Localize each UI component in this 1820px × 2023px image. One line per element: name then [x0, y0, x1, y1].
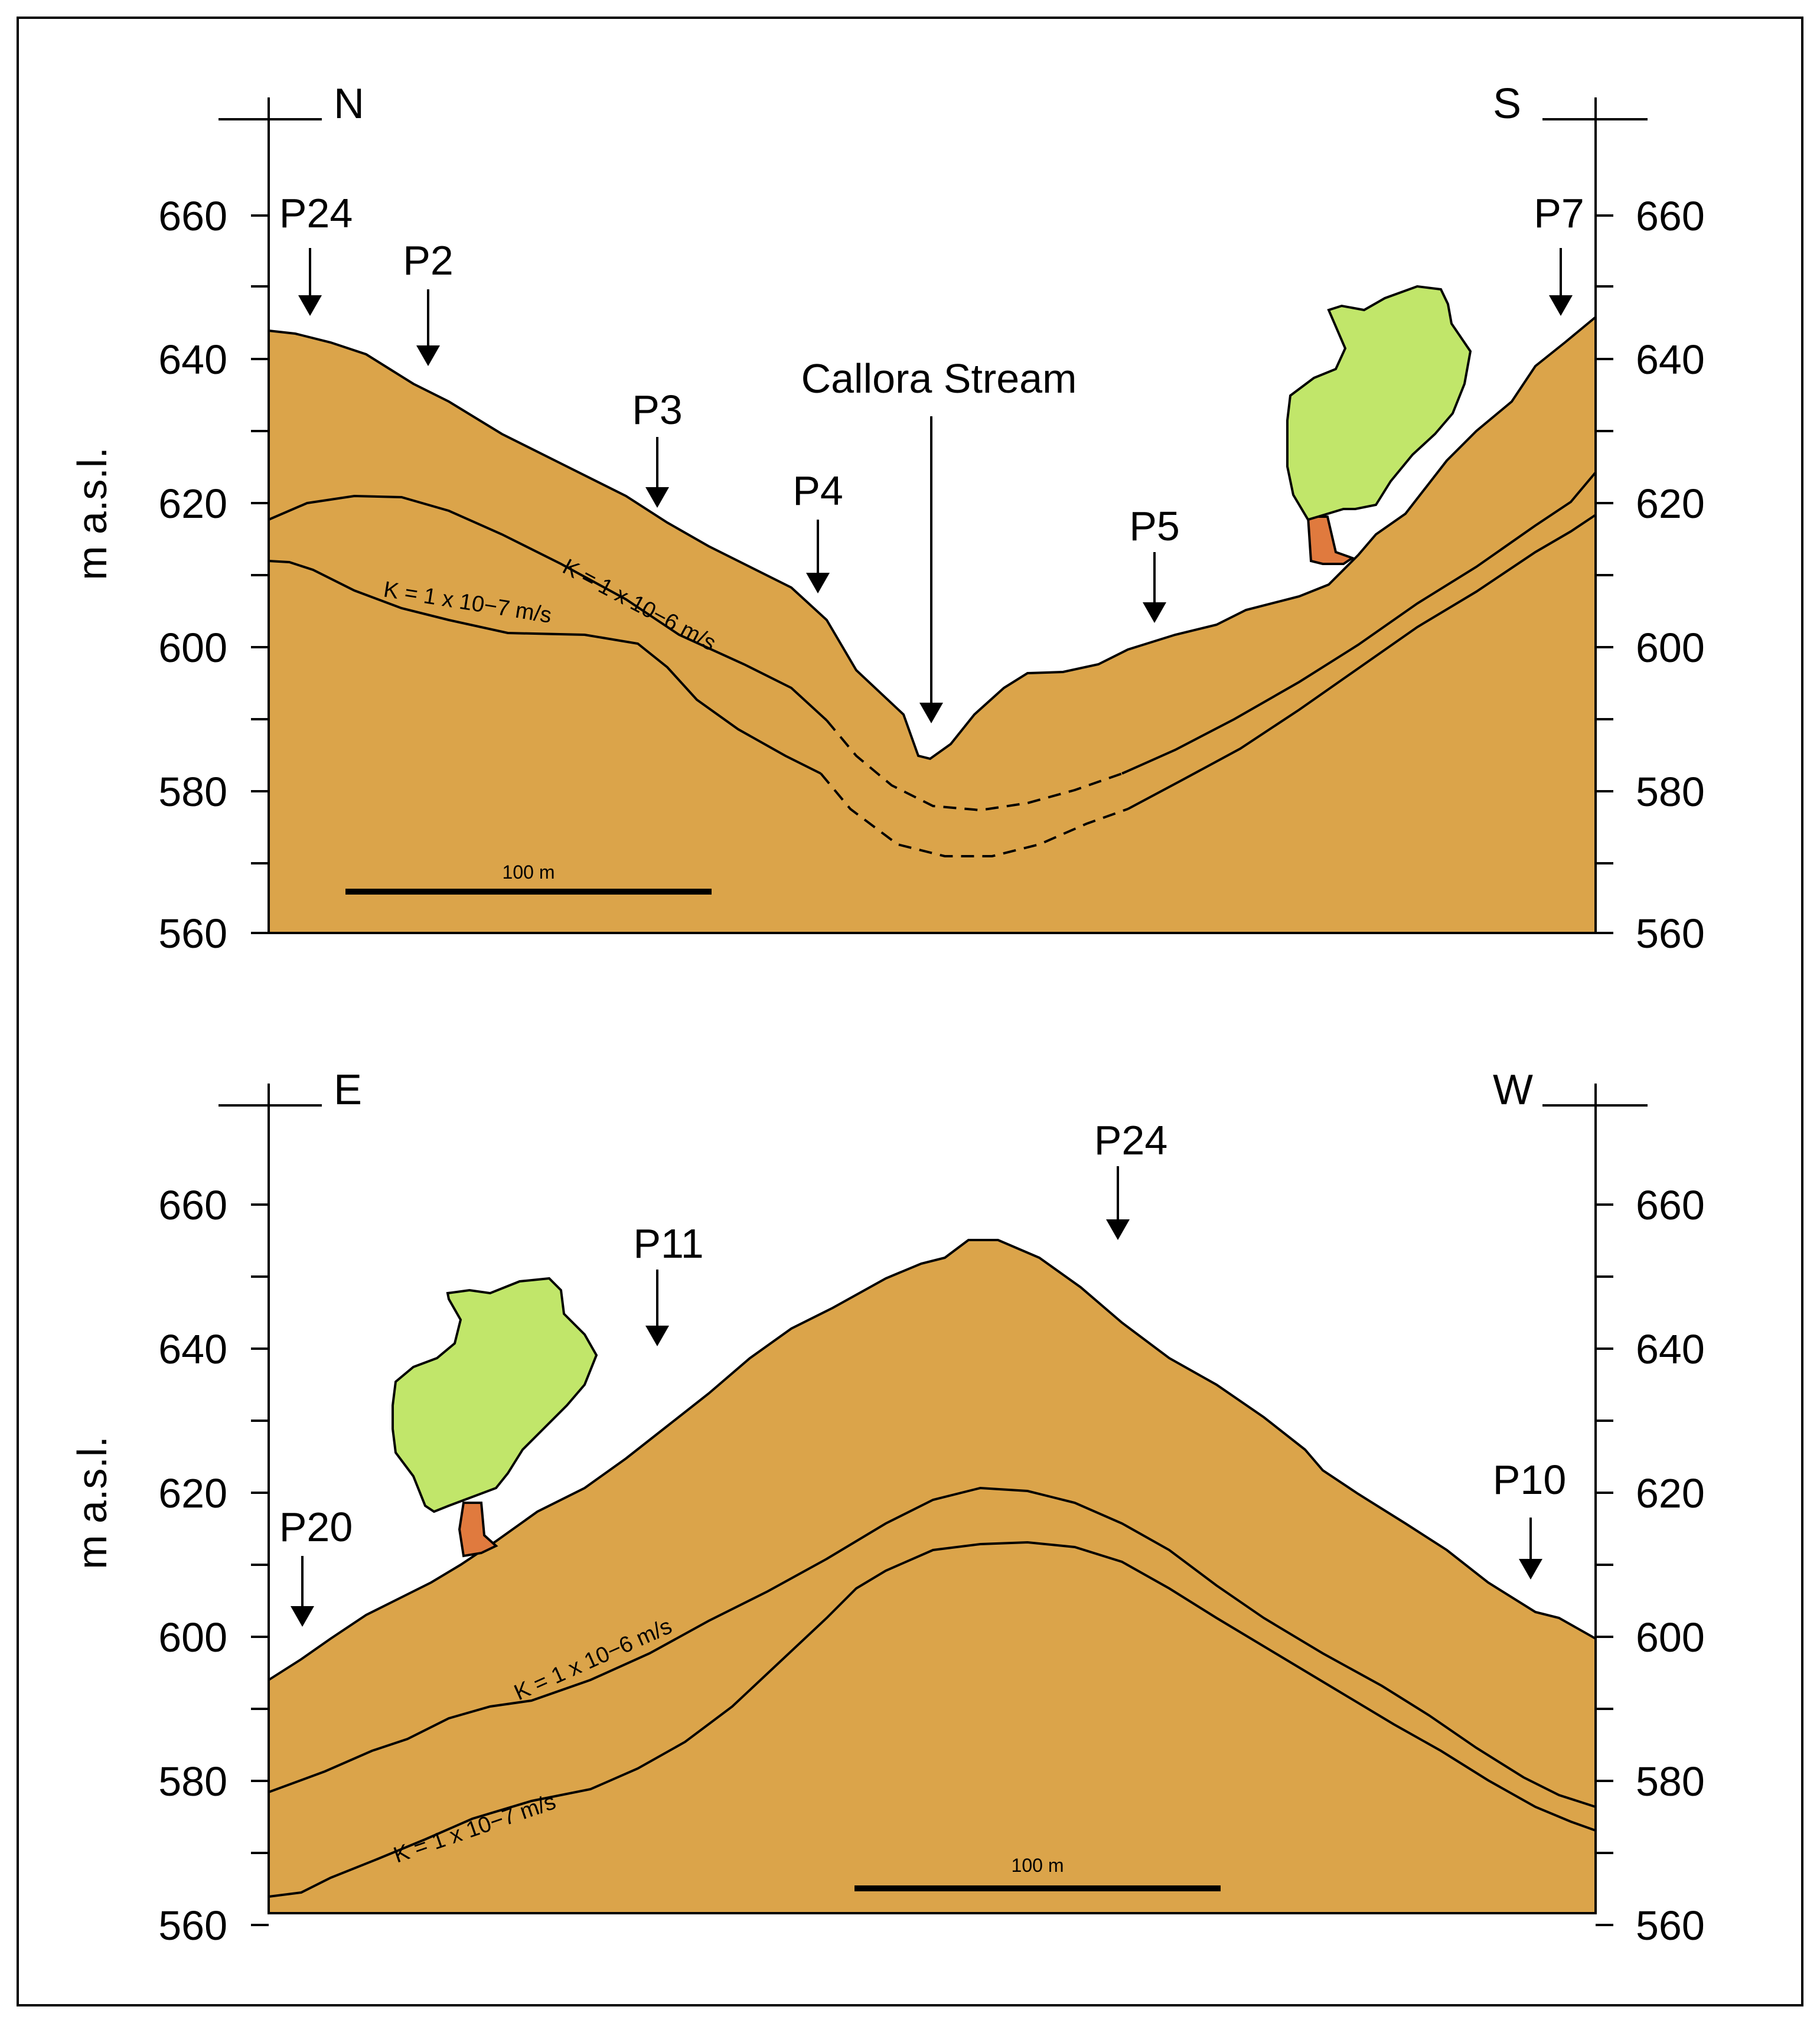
- down-arrow-icon: [806, 573, 830, 593]
- y-axis-title: m a.s.l.: [69, 1436, 115, 1570]
- tree-trunk: [1306, 515, 1355, 565]
- tick-label: 640: [158, 337, 227, 383]
- bottom-well-p10: P10: [1493, 1457, 1567, 1580]
- top-right-axis: 660 640 620 600 580 560: [1542, 97, 1705, 957]
- top-k6-line-right: [1121, 471, 1597, 775]
- tree-icon: [1286, 285, 1472, 565]
- well-label: P24: [1094, 1117, 1168, 1163]
- down-arrow-icon: [298, 295, 322, 316]
- tick-label: 580: [1636, 1758, 1705, 1805]
- tick-label: 620: [1636, 481, 1705, 527]
- top-left-axis: 660 640 620 600 580 560 m a.s.l.: [69, 97, 322, 957]
- bottom-k7-line: [268, 1541, 1596, 1898]
- stream-marker: Callora Stream: [801, 355, 1077, 723]
- top-well-p4: P4: [792, 468, 843, 593]
- down-arrow-icon: [645, 1326, 669, 1346]
- tick-label: 560: [1636, 1903, 1705, 1949]
- tick-label: 600: [1636, 625, 1705, 671]
- tick-label: 660: [1636, 193, 1705, 239]
- well-label: P24: [279, 190, 353, 236]
- scale-label: 100 m: [503, 862, 555, 883]
- tick-label: 580: [158, 769, 227, 815]
- tick-label: 640: [158, 1326, 227, 1372]
- bottom-k6-line: [268, 1486, 1596, 1808]
- tick-label: 660: [1636, 1182, 1705, 1228]
- well-label: P4: [792, 468, 843, 514]
- tick-label: 640: [1636, 337, 1705, 383]
- top-scale-bar: 100 m: [345, 862, 712, 895]
- bottom-soil-body: [268, 1239, 1597, 1914]
- tick-label: 560: [158, 911, 227, 957]
- tick-label: 660: [158, 1182, 227, 1228]
- tick-label: 620: [158, 481, 227, 527]
- y-axis-title: m a.s.l.: [69, 447, 115, 580]
- top-k7-line-right: [1127, 514, 1597, 810]
- tree-icon: [392, 1277, 598, 1558]
- well-label: P11: [633, 1221, 703, 1267]
- well-label: P3: [632, 387, 683, 433]
- tree-trunk: [458, 1502, 498, 1558]
- scale-label: 100 m: [1012, 1855, 1064, 1876]
- tree-foliage: [1286, 285, 1472, 521]
- down-arrow-icon: [645, 487, 669, 508]
- top-k7-line-left: [268, 560, 821, 775]
- down-arrow-icon: [1106, 1219, 1130, 1240]
- stream-label: Callora Stream: [801, 355, 1077, 402]
- top-well-p7: P7: [1534, 190, 1584, 316]
- bottom-section: 660 640 620 600 580 560 m a.s.l.: [69, 1066, 1705, 1949]
- tick-label: 660: [158, 193, 227, 239]
- tick-label: 580: [1636, 769, 1705, 815]
- bottom-well-p20: P20: [279, 1504, 353, 1627]
- well-label: P2: [403, 237, 454, 283]
- top-section: 660 640 620 600 580 560 m a.s.l.: [69, 80, 1705, 957]
- down-arrow-icon: [291, 1606, 314, 1627]
- tick-label: 600: [158, 625, 227, 671]
- down-arrow-icon: [1143, 602, 1166, 623]
- top-k7-line-dashed: [820, 772, 1128, 857]
- top-soil-body: [268, 314, 1597, 934]
- tick-label: 560: [158, 1903, 227, 1949]
- down-arrow-icon: [1519, 1559, 1542, 1580]
- top-well-p2: P2: [403, 237, 454, 366]
- well-label: P7: [1534, 190, 1584, 236]
- down-arrow-icon: [416, 345, 440, 366]
- well-label: P5: [1129, 503, 1180, 549]
- bottom-well-p11: P11: [633, 1221, 704, 1346]
- down-arrow-icon: [1549, 295, 1573, 316]
- bottom-right-axis: 660 640 620 600 580 560: [1542, 1084, 1705, 1949]
- bottom-scale-bar: 100 m: [854, 1855, 1221, 1891]
- top-well-p24: P24: [279, 190, 353, 316]
- tick-label: 640: [1636, 1326, 1705, 1372]
- tick-label: 620: [158, 1470, 227, 1516]
- direction-west: W: [1493, 1066, 1533, 1114]
- bottom-well-p24: P24: [1094, 1117, 1168, 1240]
- tick-label: 560: [1636, 911, 1705, 957]
- tick-label: 620: [1636, 1470, 1705, 1516]
- top-well-p3: P3: [632, 387, 683, 508]
- top-well-p5: P5: [1129, 503, 1180, 623]
- tick-label: 600: [158, 1614, 227, 1660]
- bottom-left-axis: 660 640 620 600 580 560 m a.s.l.: [69, 1084, 322, 1949]
- down-arrow-icon: [919, 703, 943, 723]
- well-label: P10: [1493, 1457, 1567, 1503]
- direction-south: S: [1493, 80, 1521, 128]
- direction-north: N: [334, 80, 364, 128]
- tree-foliage: [392, 1277, 598, 1513]
- tick-label: 580: [158, 1758, 227, 1805]
- top-k6-line-left: [268, 494, 828, 722]
- well-label: P20: [279, 1504, 353, 1550]
- tick-label: 600: [1636, 1614, 1705, 1660]
- direction-east: E: [334, 1066, 362, 1114]
- top-k6-line-dashed: [826, 719, 1123, 812]
